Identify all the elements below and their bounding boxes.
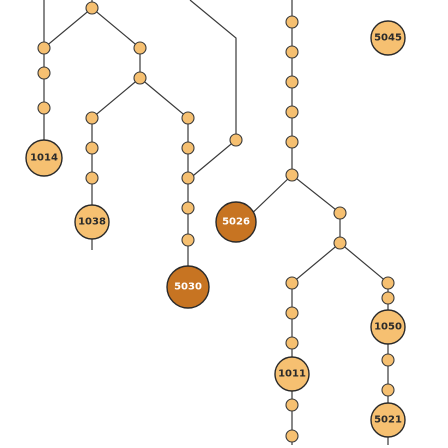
node-1050-label: 1050	[374, 322, 402, 333]
node-dot	[85, 111, 99, 125]
node-1011-circle	[274, 356, 310, 392]
edge	[43, 0, 189, 285]
node-dot	[333, 206, 347, 220]
node-5045: 5045	[370, 20, 406, 56]
node-dot	[285, 168, 299, 182]
node-1050-circle	[370, 309, 406, 345]
node-1011-label: 1011	[278, 369, 306, 380]
node-dot	[285, 105, 299, 119]
node-dot	[181, 141, 195, 155]
node-5026-label: 5026	[222, 217, 250, 228]
node-5045-label: 5045	[374, 33, 402, 44]
node-dot	[285, 336, 299, 350]
node-dot	[285, 276, 299, 290]
node-dot	[285, 398, 299, 412]
node-dot	[133, 71, 147, 85]
dots	[37, 1, 395, 443]
node-dot	[85, 1, 99, 15]
node-dot	[37, 66, 51, 80]
node-1014-circle	[25, 139, 63, 177]
node-dot	[285, 135, 299, 149]
node-dot	[381, 291, 395, 305]
node-dot	[133, 41, 147, 55]
node-1011: 1011	[274, 356, 310, 392]
node-dot	[85, 171, 99, 185]
node-dot	[381, 383, 395, 397]
edge	[187, 0, 237, 181]
node-1038-circle	[74, 204, 110, 240]
edge	[242, 0, 389, 445]
node-5026-circle	[215, 201, 257, 243]
node-5021-label: 5021	[374, 415, 402, 426]
node-1050: 1050	[370, 309, 406, 345]
node-dot	[85, 141, 99, 155]
node-dot	[37, 41, 51, 55]
node-dot	[285, 15, 299, 29]
node-dot	[181, 201, 195, 215]
node-dot	[381, 353, 395, 367]
node-dot	[285, 75, 299, 89]
node-5045-circle	[370, 20, 406, 56]
node-1038: 1038	[74, 204, 110, 240]
node-dot	[285, 306, 299, 320]
node-dot	[37, 101, 51, 115]
node-5030: 5030	[166, 265, 210, 309]
node-5030-label: 5030	[174, 282, 202, 293]
node-dot	[285, 429, 299, 443]
node-1014: 1014	[25, 139, 63, 177]
node-dot	[181, 171, 195, 185]
node-dot	[181, 111, 195, 125]
node-dot	[181, 233, 195, 247]
node-5030-circle	[166, 265, 210, 309]
node-dot	[333, 236, 347, 250]
node-5021: 5021	[370, 402, 406, 438]
labeled-nodes: 5045 1014 1038 5026 5030 1050 1011 5021	[25, 20, 406, 438]
node-dot	[229, 133, 243, 147]
node-1038-label: 1038	[78, 217, 106, 228]
node-dot	[285, 45, 299, 59]
node-1014-label: 1014	[30, 153, 58, 164]
node-5026: 5026	[215, 201, 257, 243]
node-5021-circle	[370, 402, 406, 438]
node-dot	[381, 276, 395, 290]
